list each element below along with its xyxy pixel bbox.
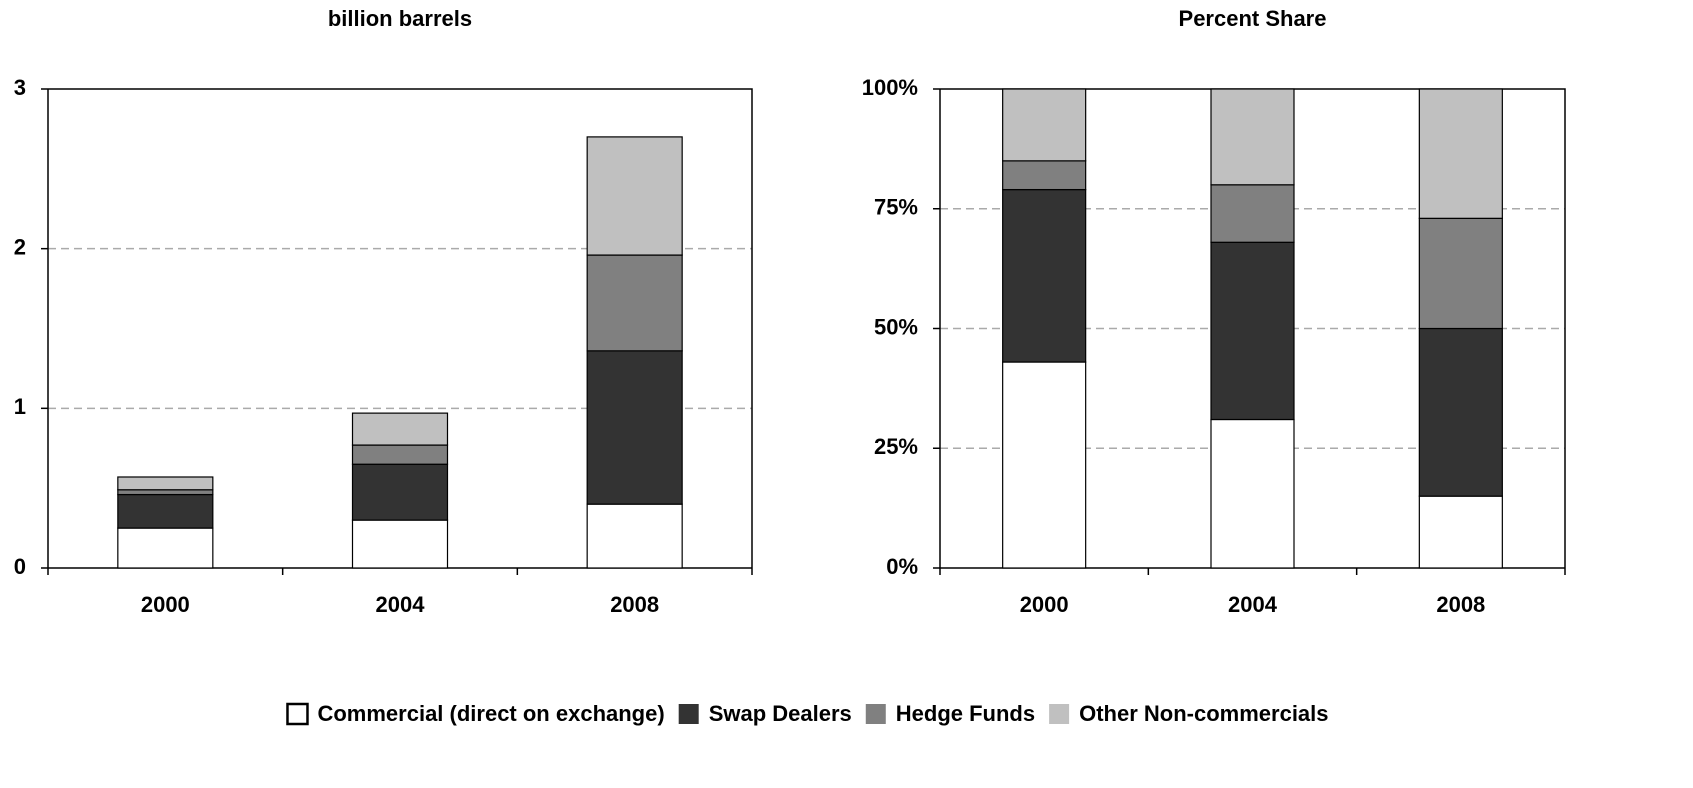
bar-segment [1002, 361, 1087, 569]
plot-frame [48, 88, 753, 568]
chart-title: Percent Share [1179, 6, 1327, 31]
bar-segment [1418, 327, 1503, 497]
x-tick-label: 2000 [1020, 592, 1069, 617]
y-tick-label: 25% [874, 434, 918, 459]
bar-segment [1210, 184, 1295, 243]
bar-segment [1210, 241, 1295, 421]
x-tick-label: 2004 [1228, 592, 1278, 617]
y-tick-label: 75% [874, 195, 918, 220]
chart-title: billion barrels [328, 6, 472, 31]
y-tick-label: 0 [14, 554, 26, 579]
bar-segment [586, 350, 683, 505]
bar-segment [1210, 88, 1295, 186]
y-tick-label: 0% [886, 554, 918, 579]
legend-label: Commercial (direct on exchange) [317, 701, 664, 726]
y-tick-label: 2 [14, 234, 26, 259]
legend-label: Hedge Funds [896, 701, 1035, 726]
bar-segment [351, 519, 449, 569]
x-tick-label: 2008 [1436, 592, 1485, 617]
x-tick-label: 2008 [610, 592, 659, 617]
bar-segment [1418, 88, 1503, 219]
x-tick-label: 2004 [376, 592, 426, 617]
y-tick-label: 1 [14, 394, 26, 419]
y-tick-label: 50% [874, 314, 918, 339]
legend-swatch [678, 704, 699, 724]
bar-segment [117, 527, 214, 569]
legend-swatch [865, 704, 886, 724]
bar-segment [1002, 160, 1087, 191]
legend-label: Swap Dealers [709, 701, 852, 726]
bar-segment [1210, 418, 1295, 569]
legend-label: Other Non-commercials [1079, 701, 1328, 726]
x-tick-label: 2000 [141, 592, 190, 617]
bar-segment [1002, 188, 1087, 363]
bar-segment [117, 493, 214, 529]
bar-segment [351, 463, 449, 521]
bar-segment [351, 444, 449, 465]
bar-segment [1418, 217, 1503, 330]
bar-segment [586, 254, 683, 352]
y-tick-label: 3 [14, 75, 26, 100]
bar-segment [351, 412, 449, 446]
legend-swatch [1049, 704, 1070, 724]
bar-segment [1002, 88, 1087, 162]
bar-segment [586, 503, 683, 569]
bar-segment [117, 489, 214, 496]
bar-segment [117, 476, 214, 491]
legend-swatch [286, 702, 309, 726]
bar-segment [1418, 495, 1503, 569]
y-tick-label: 100% [862, 75, 918, 100]
plot-frame [940, 88, 1566, 568]
bar-segment [586, 136, 683, 256]
